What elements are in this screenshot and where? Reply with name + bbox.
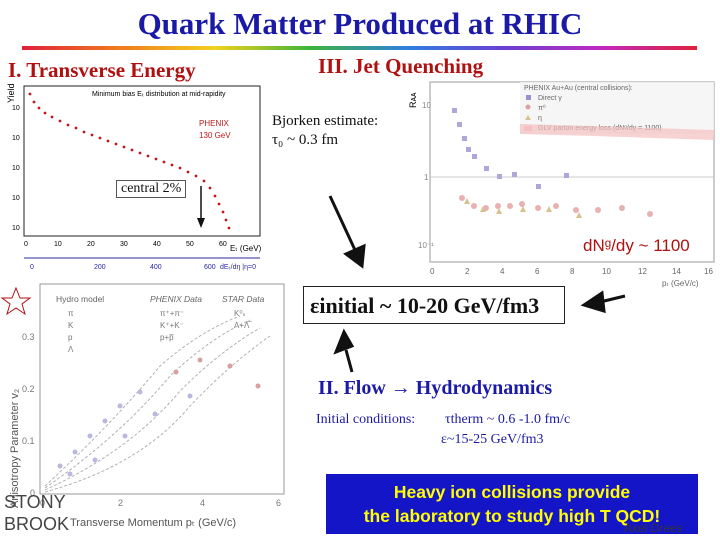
svg-text:4: 4 xyxy=(500,267,505,276)
svg-text:6: 6 xyxy=(276,498,281,508)
raa-ylabel: Rᴀᴀ xyxy=(408,92,418,108)
logo-bottom: BROOK xyxy=(4,514,69,534)
epsilon-initial-text: εinitial ~ 10-20 GeV/fm3 xyxy=(310,293,540,318)
raa-plot: Rᴀᴀ PHENIX Au+Au (central collisions): D… xyxy=(400,78,718,288)
tau-therm: τtherm ~ 0.6 -1.0 fm/c xyxy=(445,412,571,427)
epsilon-initial-box: εinitial ~ 10-20 GeV/fm3 xyxy=(303,286,565,324)
svg-text:400: 400 xyxy=(150,264,162,271)
slide-title: Quark Matter Produced at RHIC xyxy=(137,6,583,41)
heavy-line2: the laboratory to study high T QCD! xyxy=(363,506,661,526)
heavy-ion-box: Heavy ion collisions provide the laborat… xyxy=(326,474,698,534)
svg-text:600: 600 xyxy=(204,264,216,271)
epsilon-flow: ε~15-25 GeV/fm3 xyxy=(441,432,544,447)
et-x2label: dEₜ/dη |η=0 xyxy=(220,264,256,271)
svg-text:p: p xyxy=(68,333,73,342)
section-transverse-energy: I. Transverse Energy xyxy=(8,58,196,82)
logo-top: STONY xyxy=(4,492,66,512)
svg-text:10: 10 xyxy=(12,165,20,172)
svg-text:8: 8 xyxy=(570,267,575,276)
bjorken-line1: Bjorken estimate: xyxy=(272,113,379,129)
v2-legend-hydro: Hydro model xyxy=(56,294,104,304)
arrowhead-down xyxy=(343,243,366,269)
svg-text:30: 30 xyxy=(120,241,128,248)
heavy-line1: Heavy ion collisions provide xyxy=(393,482,631,502)
bjorken-estimate: Bjorken estimate: τ₀ ~ 0.3 fm xyxy=(272,112,378,150)
arrowhead-up xyxy=(333,328,355,355)
svg-text:10: 10 xyxy=(12,135,20,142)
dndy-label: dNᵍ/dy ~ 1100 xyxy=(583,236,690,255)
svg-text:0: 0 xyxy=(30,264,34,271)
arrowhead-left xyxy=(580,290,606,314)
svg-text:K⁰ₛ: K⁰ₛ xyxy=(234,309,246,318)
svg-text:Direct γ: Direct γ xyxy=(538,95,562,102)
section-jet-quenching: III. Jet Quenching xyxy=(318,54,484,78)
initial-conditions-label: Initial conditions: xyxy=(316,412,416,427)
raa-xlabel: pₜ (GeV/c) xyxy=(662,279,699,288)
v2-legend-star: STAR Data xyxy=(222,294,265,304)
et-xlabel: Eₜ (GeV) xyxy=(230,244,262,253)
svg-text:20: 20 xyxy=(87,241,95,248)
svg-text:10: 10 xyxy=(602,267,611,276)
svg-text:Λ+Λ̅: Λ+Λ̅ xyxy=(234,321,252,330)
svg-text:0.2: 0.2 xyxy=(22,384,35,394)
svg-text:10: 10 xyxy=(12,225,20,232)
svg-text:π: π xyxy=(68,309,74,318)
svg-text:14: 14 xyxy=(672,267,681,276)
svg-text:Λ: Λ xyxy=(68,345,74,354)
et-exp-label: PHENIX xyxy=(199,119,229,128)
author-label: Axel Drees xyxy=(624,521,683,535)
raa-legend-title: PHENIX Au+Au (central collisions): xyxy=(524,85,633,92)
svg-text:K⁺+K⁻: K⁺+K⁻ xyxy=(160,321,184,330)
v2-ylabel: Anisotropy Parameter v₂ xyxy=(9,389,21,508)
central-label: central 2% xyxy=(116,180,187,198)
svg-text:0.1: 0.1 xyxy=(22,436,35,446)
svg-text:50: 50 xyxy=(186,241,194,248)
title-underline xyxy=(22,46,697,50)
svg-text:p+p̅: p+p̅ xyxy=(160,333,174,342)
svg-text:40: 40 xyxy=(153,241,161,248)
svg-text:π⁺+π⁻: π⁺+π⁻ xyxy=(160,309,184,318)
v2-legend-phenix: PHENIX Data xyxy=(150,294,202,304)
bjorken-line2: τ₀ ~ 0.3 fm xyxy=(272,132,339,148)
section-flow: II. Flow → Hydrodynamics xyxy=(318,377,553,399)
v2-xlabel: Transverse Momentum pₜ (GeV/c) xyxy=(70,517,236,529)
et-ylabel: Yield xyxy=(6,83,16,103)
svg-text:10: 10 xyxy=(12,195,20,202)
svg-text:16: 16 xyxy=(704,267,713,276)
svg-text:0: 0 xyxy=(40,498,45,508)
svg-text:6: 6 xyxy=(535,267,540,276)
svg-text:1: 1 xyxy=(424,173,429,182)
svg-text:10: 10 xyxy=(54,241,62,248)
arrow-up-eps xyxy=(344,349,354,373)
svg-text:K: K xyxy=(68,321,74,330)
svg-text:2: 2 xyxy=(118,498,123,508)
svg-text:60: 60 xyxy=(219,241,227,248)
svg-text:0: 0 xyxy=(24,241,28,248)
svg-text:200: 200 xyxy=(94,264,106,271)
v2-flow-plot: Anisotropy Parameter v₂ Hydro model PHEN… xyxy=(0,276,296,538)
svg-text:12: 12 xyxy=(638,267,647,276)
svg-text:10: 10 xyxy=(422,101,431,110)
svg-text:π⁰: π⁰ xyxy=(538,104,546,112)
svg-text:0.3: 0.3 xyxy=(22,332,35,342)
et-distribution-plot: Yield Minimum bias Eₜ distribution at mi… xyxy=(4,82,266,272)
svg-text:η: η xyxy=(538,115,542,122)
svg-text:0: 0 xyxy=(30,488,35,498)
et-plot-title: Minimum bias Eₜ distribution at mid-rapi… xyxy=(92,91,226,98)
svg-text:10: 10 xyxy=(12,105,20,112)
star-logo-icon xyxy=(0,286,32,316)
svg-text:4: 4 xyxy=(200,498,205,508)
svg-text:2: 2 xyxy=(465,267,470,276)
svg-text:0: 0 xyxy=(430,267,435,276)
et-data-points xyxy=(28,92,231,230)
svg-text:10⁻¹: 10⁻¹ xyxy=(418,241,434,250)
et-energy-label: 130 GeV xyxy=(199,131,231,140)
arrow-down-eps xyxy=(328,195,357,251)
